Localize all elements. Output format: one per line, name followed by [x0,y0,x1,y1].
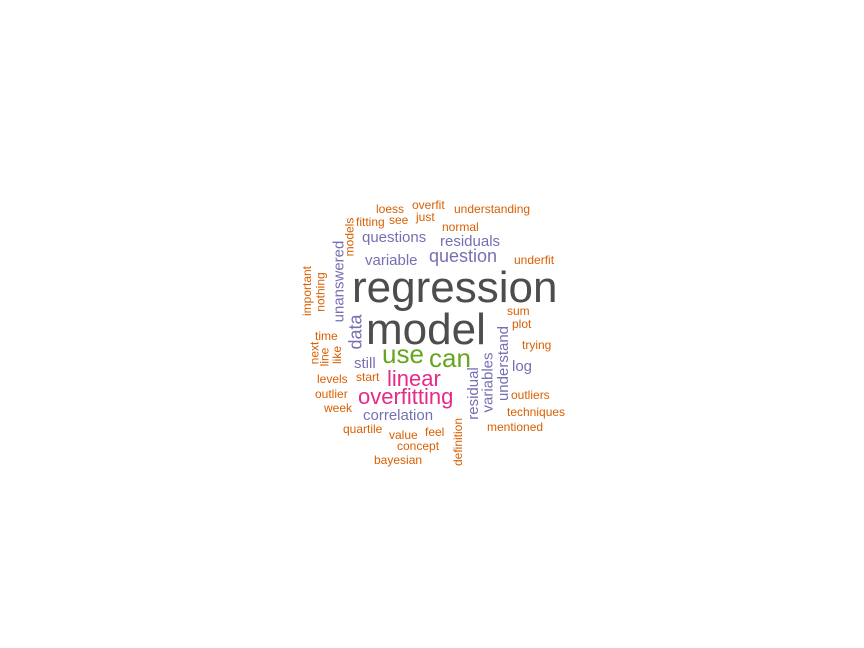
word-question: question [429,246,498,266]
word-week: week [324,401,353,415]
word-trying: trying [522,338,552,352]
word-normal: normal [442,220,479,234]
word-variables: variables [479,352,497,413]
word-feel: feel [425,425,445,439]
word-model: model [366,305,486,354]
word-line: line [317,347,332,367]
word-sum: sum [507,304,530,318]
word-concept: concept [397,439,440,453]
word-outliers: outliers [511,388,550,402]
word-levels: levels [317,372,348,386]
word-residual: residual [464,367,482,420]
word-techniques: techniques [507,405,566,419]
word-definition: definition [451,417,466,467]
word-understanding: understanding [454,202,531,216]
word-correlation: correlation [363,407,434,424]
word-overfitting: overfitting [358,384,454,409]
word-understand: understand [495,325,513,402]
word-mentioned: mentioned [487,420,544,434]
word-loess: loess [376,202,405,216]
word-can: can [429,343,471,373]
word-questions: questions [362,229,427,246]
word-like: like [330,345,345,365]
word-outlier: outlier [315,387,348,401]
word-quartile: quartile [343,422,383,436]
word-see: see [389,213,409,227]
word-time: time [315,329,338,343]
word-fitting: fitting [356,215,385,229]
word-still: still [354,355,376,372]
word-linear: linear [387,366,441,391]
word-log: log [512,358,533,375]
word-bayesian: bayesian [374,453,423,467]
word-models: models [342,217,357,257]
word-residuals: residuals [440,233,501,250]
word-data: data [345,314,366,350]
word-just: just [416,210,435,224]
word-use: use [382,339,424,369]
word-underfit: underfit [514,253,555,267]
word-important: important [300,265,315,317]
word-start: start [356,370,380,384]
word-nothing: nothing [313,272,328,312]
word-variable: variable [365,252,418,269]
word-value: value [389,428,418,442]
word-plot: plot [512,317,532,331]
word-overfit: overfit [412,198,445,212]
word-regression: regression [352,263,558,312]
